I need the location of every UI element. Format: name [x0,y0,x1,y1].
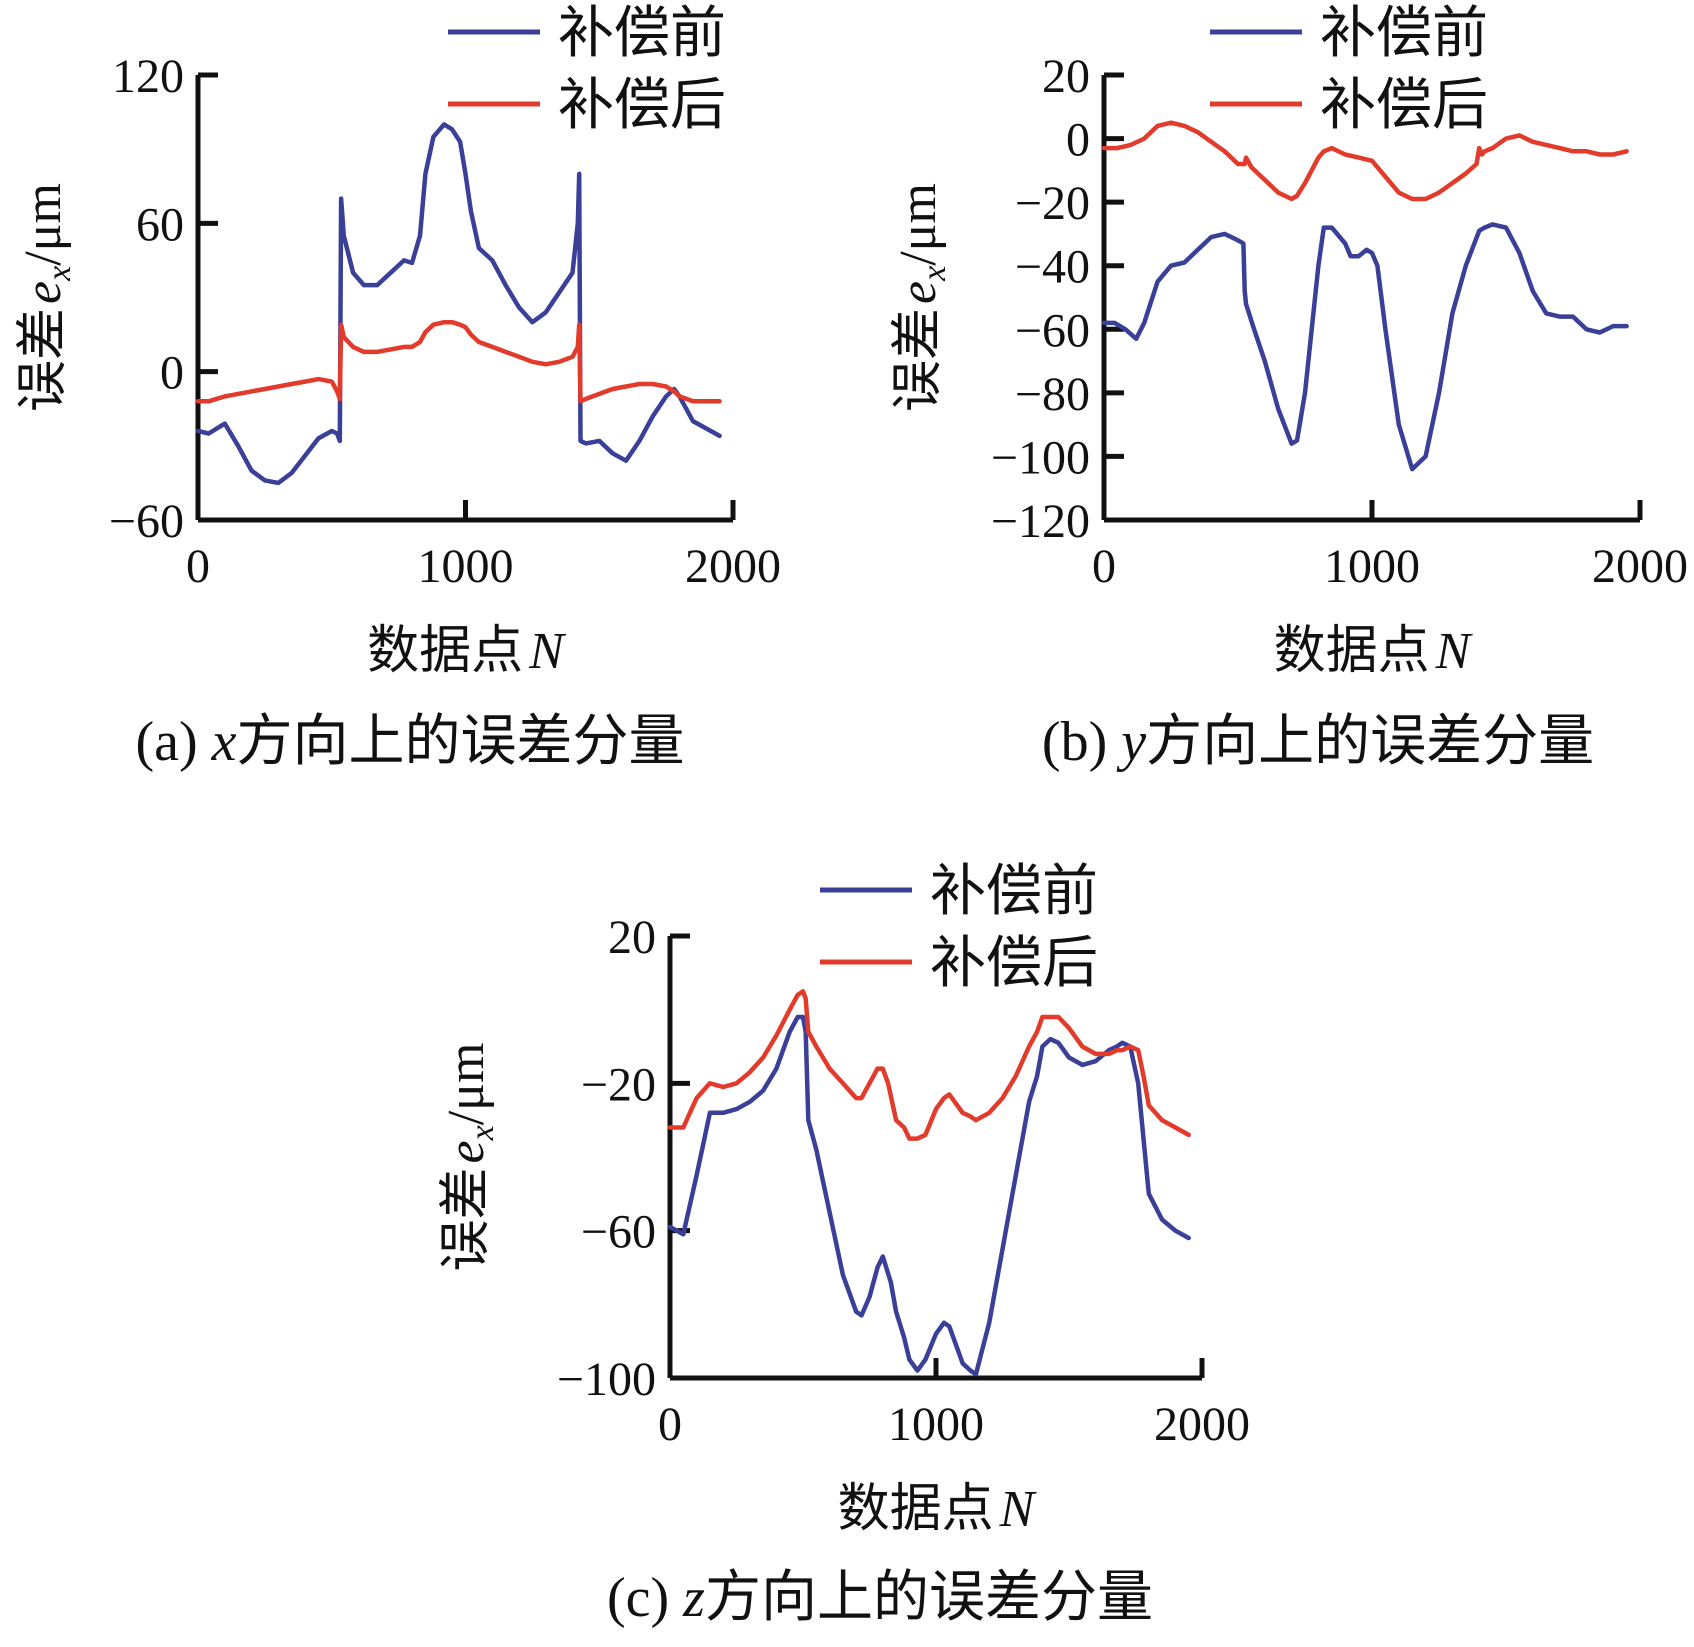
x-tick-label: 1000 [418,540,514,593]
y-tick-label: 0 [1066,114,1090,167]
legend-label: 补偿后 [930,933,1098,995]
legend-label: 补偿后 [1320,75,1488,137]
y-tick-label: 20 [608,911,656,964]
y-axis-title: 误差ex/μm [15,183,78,412]
y-axis-title: 误差ex/μm [438,1043,501,1272]
x-tick-label: 1000 [1324,540,1420,593]
panel-caption: (c) z方向上的误差分量 [607,1567,1153,1629]
y-tick-label: 120 [112,50,184,103]
panel-caption: (a) x方向上的误差分量 [135,711,684,773]
panel-y-error: −120 −100 −80 −60 −40 −20 0 20 0 1000 2000 补偿前补偿后数据… [890,3,1688,773]
y-tick-label: 20 [1042,50,1090,103]
legend-label: 补偿前 [930,861,1098,923]
x-axis-title: 数据点 N [838,1481,1038,1538]
series-line-before [667,1014,1191,1377]
series-line-after [195,319,722,404]
y-axis-title: 误差ex/μm [890,183,953,412]
x-axis-title: 数据点 N [1274,623,1474,680]
legend-label: 补偿前 [558,3,726,65]
y-tick-label: −20 [581,1058,656,1111]
series-line-after [667,989,1191,1141]
y-tick-label: −100 [991,431,1090,484]
y-tick-label: −60 [1015,304,1090,357]
y-tick-label: −40 [1015,241,1090,294]
series-line-after [1101,120,1629,202]
y-tick-label: −80 [1015,368,1090,421]
x-tick-label: 2000 [1154,1398,1250,1451]
y-tick-label: −60 [109,495,184,548]
series-line-before [195,122,722,486]
x-tick-label: 0 [186,540,210,593]
y-tick-label: −100 [557,1353,656,1406]
y-tick-label: −120 [991,495,1090,548]
x-tick-label: 0 [1092,540,1116,593]
x-tick-label: 1000 [888,1398,984,1451]
x-tick-label: 0 [658,1398,682,1451]
y-tick-label: −20 [1015,177,1090,230]
y-tick-label: 0 [160,347,184,400]
legend-label: 补偿前 [1320,3,1488,65]
x-tick-label: 2000 [685,540,781,593]
y-tick-label: 60 [136,198,184,251]
series-line-before [1101,222,1629,472]
panel-caption: (b) y方向上的误差分量 [1042,711,1594,773]
x-tick-label: 2000 [1592,540,1688,593]
x-axis-title: 数据点 N [367,623,567,680]
y-tick-label: −60 [581,1206,656,1259]
legend-label: 补偿后 [558,75,726,137]
